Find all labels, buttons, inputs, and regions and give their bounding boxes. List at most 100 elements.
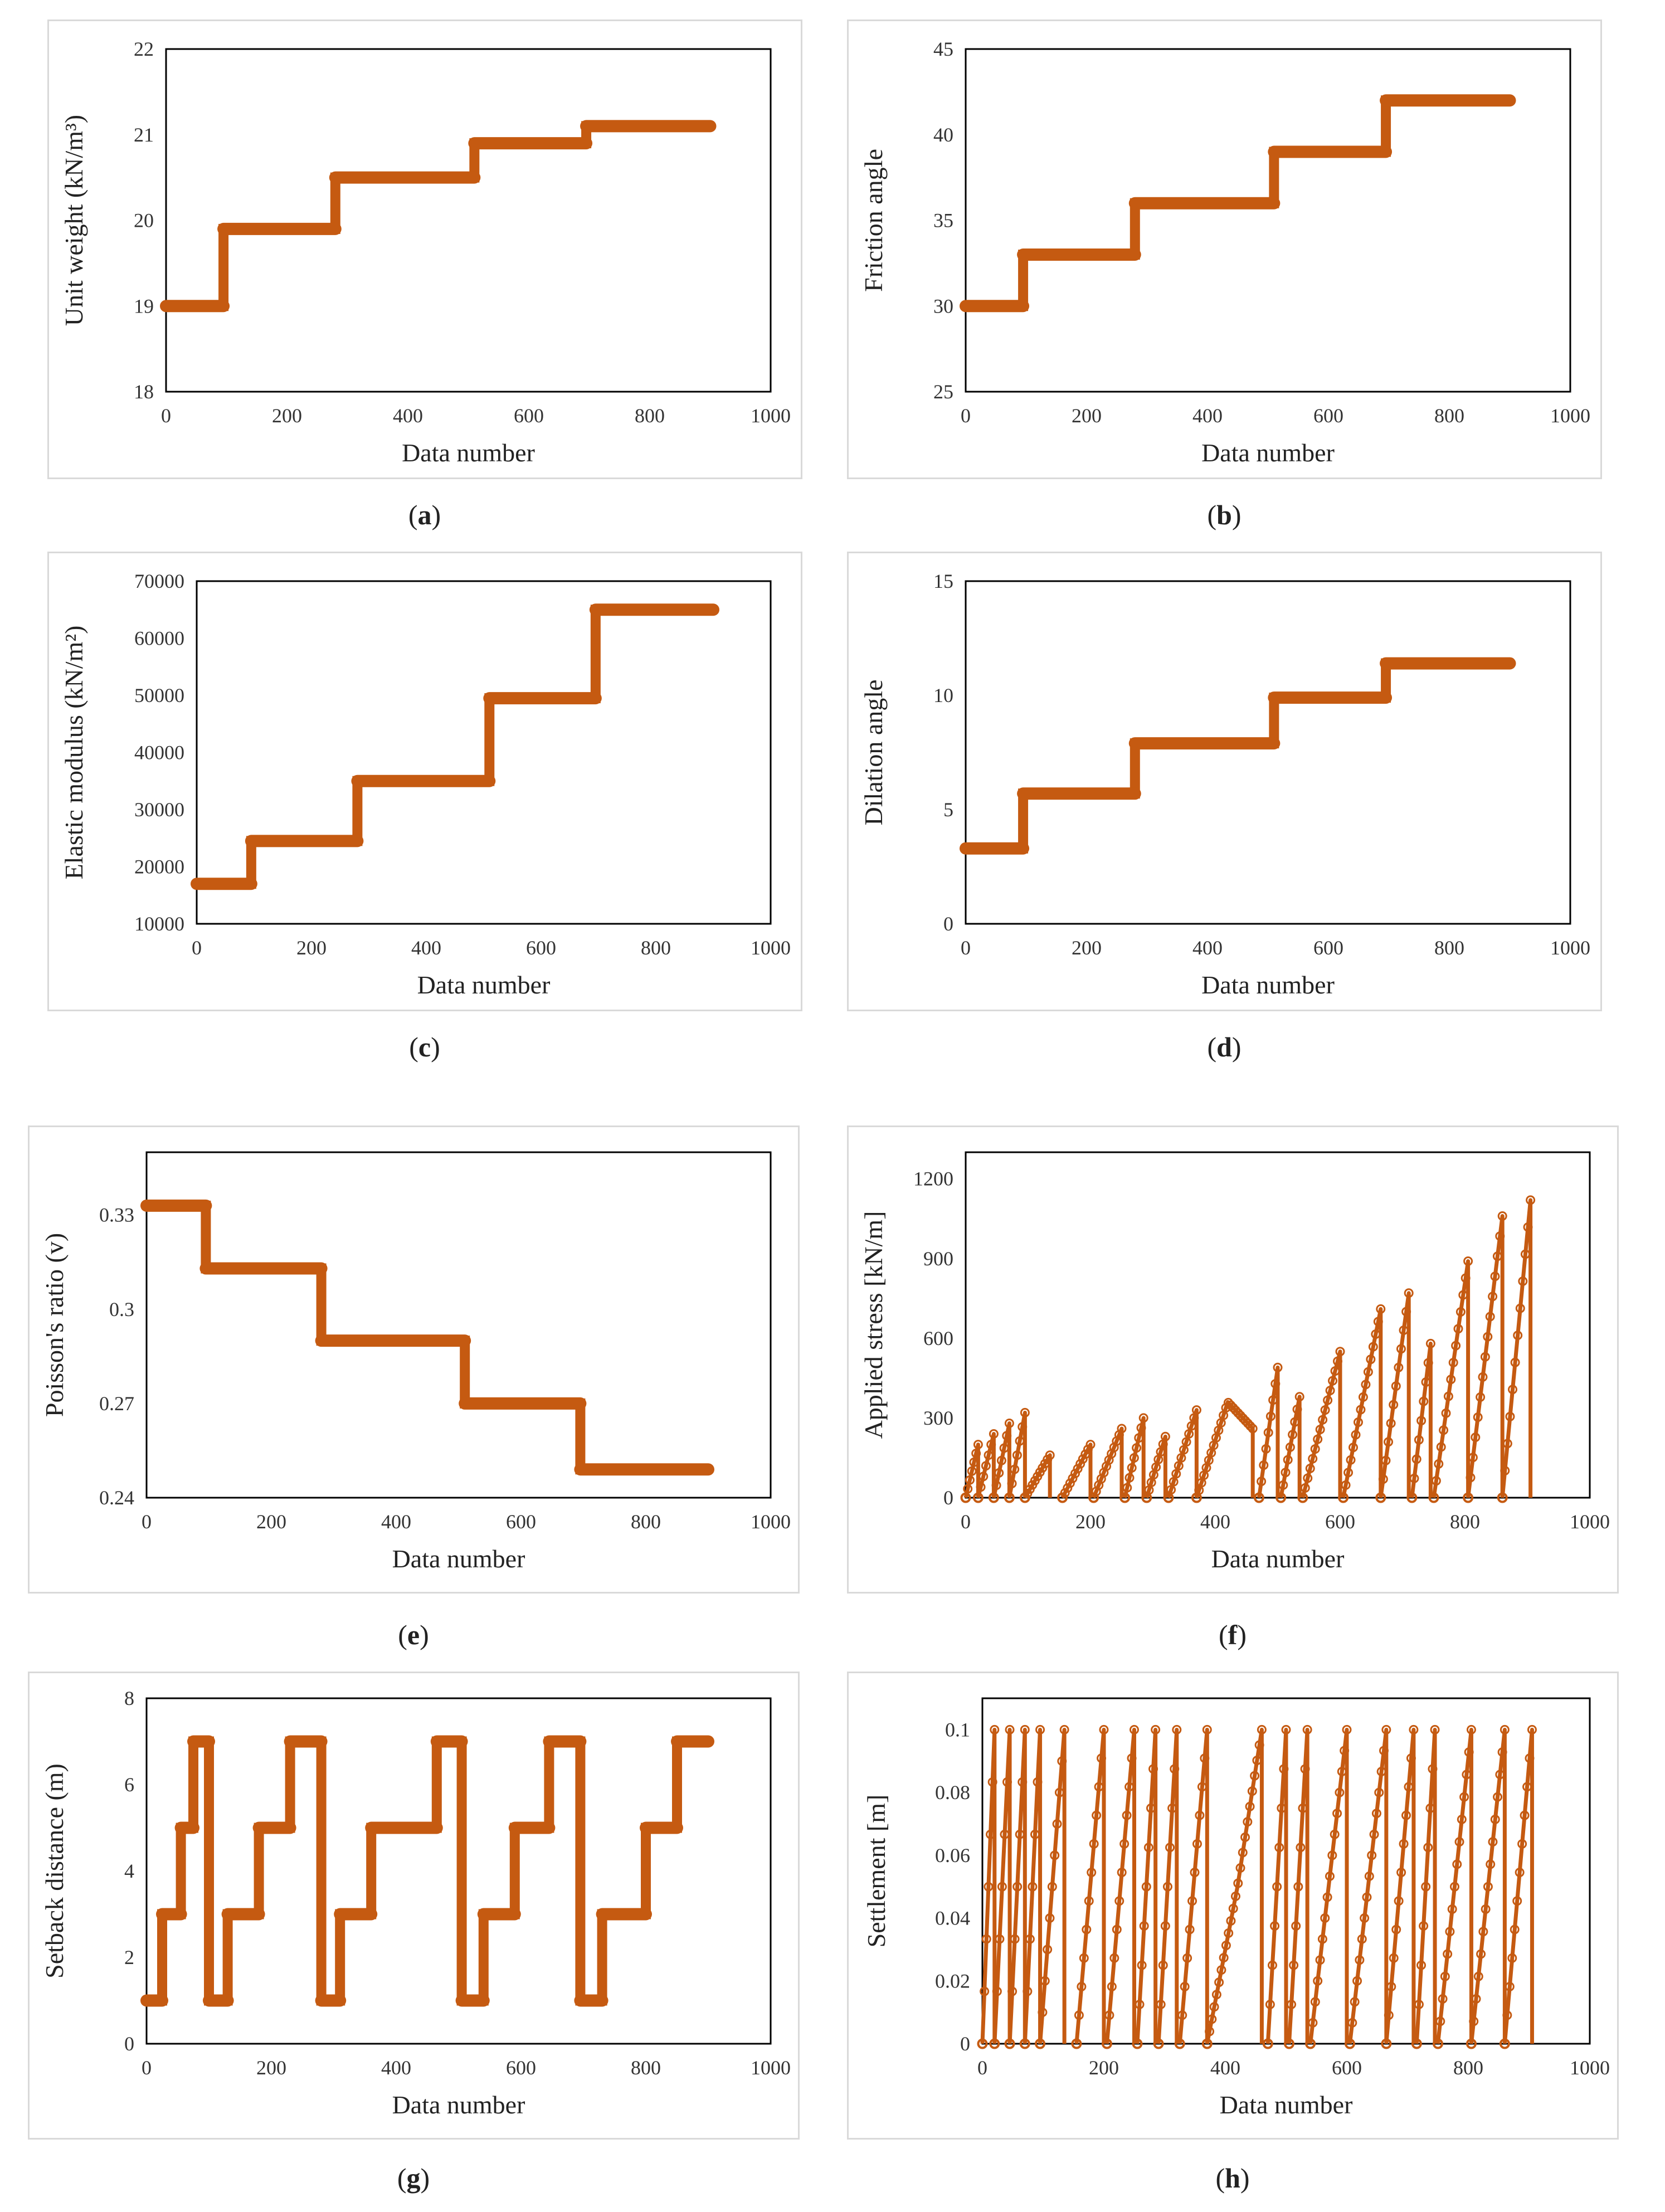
series-line bbox=[961, 658, 1515, 854]
data-point bbox=[1254, 1740, 1264, 1750]
x-tick-label: 600 bbox=[1332, 2057, 1362, 2079]
data-point bbox=[1167, 1803, 1177, 1813]
data-point bbox=[1197, 1782, 1207, 1792]
data-point bbox=[1177, 2010, 1187, 2020]
data-point bbox=[1040, 1976, 1050, 1986]
ramp-line bbox=[1156, 1727, 1179, 2044]
data-point bbox=[1075, 1459, 1085, 1469]
data-point bbox=[1341, 1480, 1351, 1490]
data-point bbox=[1344, 2038, 1355, 2049]
data-point bbox=[1176, 1453, 1186, 1463]
data-point bbox=[1117, 1424, 1127, 1434]
data-point bbox=[1192, 1839, 1202, 1849]
data-point bbox=[1381, 2038, 1392, 2049]
data-point bbox=[1381, 1724, 1391, 1734]
data-point bbox=[1433, 2038, 1443, 2049]
chart-a: 0 200 400 600 800 1000 18 19 20 21 22 Data number Un… bbox=[60, 38, 791, 467]
data-point bbox=[1007, 1986, 1018, 1996]
data-point bbox=[1527, 1724, 1537, 1734]
data-point bbox=[1327, 1850, 1337, 1860]
caption-e: (e) bbox=[398, 1619, 429, 1650]
y-tick-label: 30 bbox=[933, 295, 953, 317]
x-axis-label: Data number bbox=[1201, 438, 1335, 467]
data-point bbox=[1348, 1443, 1359, 1453]
data-point bbox=[1292, 1404, 1302, 1414]
data-point bbox=[1342, 1724, 1352, 1734]
data-point bbox=[1082, 1924, 1092, 1935]
ramp-line bbox=[1287, 1727, 1309, 2044]
x-tick-label: 800 bbox=[635, 405, 665, 427]
data-point bbox=[1446, 1375, 1456, 1385]
data-point bbox=[986, 1440, 996, 1450]
data-point bbox=[1490, 1271, 1500, 1282]
x-tick-label: 0 bbox=[142, 1511, 152, 1533]
data-point bbox=[1084, 1896, 1094, 1906]
data-point bbox=[1438, 1994, 1448, 2004]
data-point bbox=[1169, 1477, 1179, 1487]
data-point bbox=[1508, 1385, 1518, 1395]
ramp-line bbox=[1384, 1727, 1416, 2044]
caption-h: (h) bbox=[1215, 2162, 1250, 2194]
data-point bbox=[1355, 1955, 1365, 1965]
data-point bbox=[1153, 2038, 1164, 2049]
y-tick-label: 40000 bbox=[134, 742, 184, 764]
data-point bbox=[1462, 1770, 1472, 1780]
data-point bbox=[1163, 1492, 1174, 1503]
data-point bbox=[1343, 1468, 1354, 1478]
data-point bbox=[1375, 1492, 1386, 1503]
data-point bbox=[1117, 1868, 1127, 1878]
data-point bbox=[1364, 1871, 1374, 1881]
data-point bbox=[1179, 1445, 1189, 1455]
data-point bbox=[1476, 1949, 1486, 1959]
data-point bbox=[1486, 1859, 1496, 1869]
data-point bbox=[1200, 1753, 1210, 1763]
y-axis-label: Friction angle bbox=[859, 149, 888, 292]
data-point bbox=[1406, 1492, 1418, 1503]
data-point bbox=[1010, 1464, 1020, 1474]
plot-frame bbox=[145, 1697, 772, 2045]
data-point bbox=[1130, 1724, 1139, 1734]
series-b bbox=[960, 94, 1516, 313]
data-point bbox=[963, 1484, 973, 1494]
data-point bbox=[1228, 1403, 1238, 1413]
data-point bbox=[1425, 1338, 1435, 1348]
y-tick-label: 50000 bbox=[134, 684, 184, 707]
chart-panel-g: 0 200 400 600 800 1000 0 2 4 6 8 Data number Setback… bbox=[28, 1672, 800, 2140]
data-point bbox=[1243, 1419, 1253, 1429]
data-point bbox=[1050, 1850, 1060, 1860]
data-point bbox=[1373, 1317, 1383, 1327]
x-tick-label: 400 bbox=[393, 405, 423, 427]
y-tick-label: 20000 bbox=[134, 856, 184, 878]
data-point bbox=[1028, 1882, 1038, 1892]
x-tick-label: 600 bbox=[1313, 405, 1343, 427]
data-point bbox=[1497, 1492, 1508, 1503]
data-point bbox=[1352, 1976, 1362, 1986]
y-tick-label: 15 bbox=[933, 570, 953, 592]
data-point bbox=[1490, 1814, 1500, 1824]
data-point bbox=[1223, 1397, 1233, 1407]
y-tick-label: 70000 bbox=[134, 570, 184, 592]
data-point bbox=[1107, 1982, 1117, 1992]
data-point bbox=[1520, 1810, 1530, 1820]
y-tick-label: 0.3 bbox=[109, 1298, 134, 1321]
data-point bbox=[1279, 1764, 1289, 1774]
data-point bbox=[1376, 1767, 1386, 1777]
data-point bbox=[1230, 1891, 1240, 1901]
data-point bbox=[1457, 1814, 1467, 1824]
data-point bbox=[1138, 1413, 1148, 1423]
caption-b: (b) bbox=[1207, 499, 1242, 530]
data-point bbox=[1261, 1444, 1271, 1454]
data-point bbox=[1305, 1464, 1315, 1474]
data-point bbox=[1257, 1477, 1267, 1487]
caption-d: (d) bbox=[1207, 1031, 1242, 1063]
data-point bbox=[1445, 1927, 1455, 1937]
x-tick-label: 1000 bbox=[751, 937, 791, 959]
data-point bbox=[1499, 2038, 1510, 2049]
x-tick-label: 800 bbox=[631, 1511, 661, 1533]
data-point bbox=[1391, 1924, 1401, 1935]
data-point bbox=[984, 1882, 994, 1892]
ramp-line bbox=[1257, 1365, 1280, 1498]
data-point bbox=[1134, 1433, 1144, 1443]
data-point bbox=[1469, 2016, 1479, 2026]
x-tick-label: 200 bbox=[1089, 2057, 1119, 2079]
